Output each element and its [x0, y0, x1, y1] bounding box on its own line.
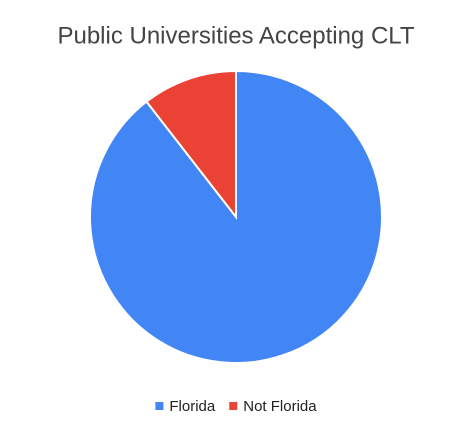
legend-swatch	[229, 402, 238, 410]
legend-label: Not Florida	[243, 398, 317, 415]
pie-slice	[145, 69, 237, 220]
legend-label: Florida	[169, 398, 216, 415]
legend-swatch	[155, 402, 164, 410]
chart-title: Public Universities Accepting CLT	[57, 22, 414, 49]
